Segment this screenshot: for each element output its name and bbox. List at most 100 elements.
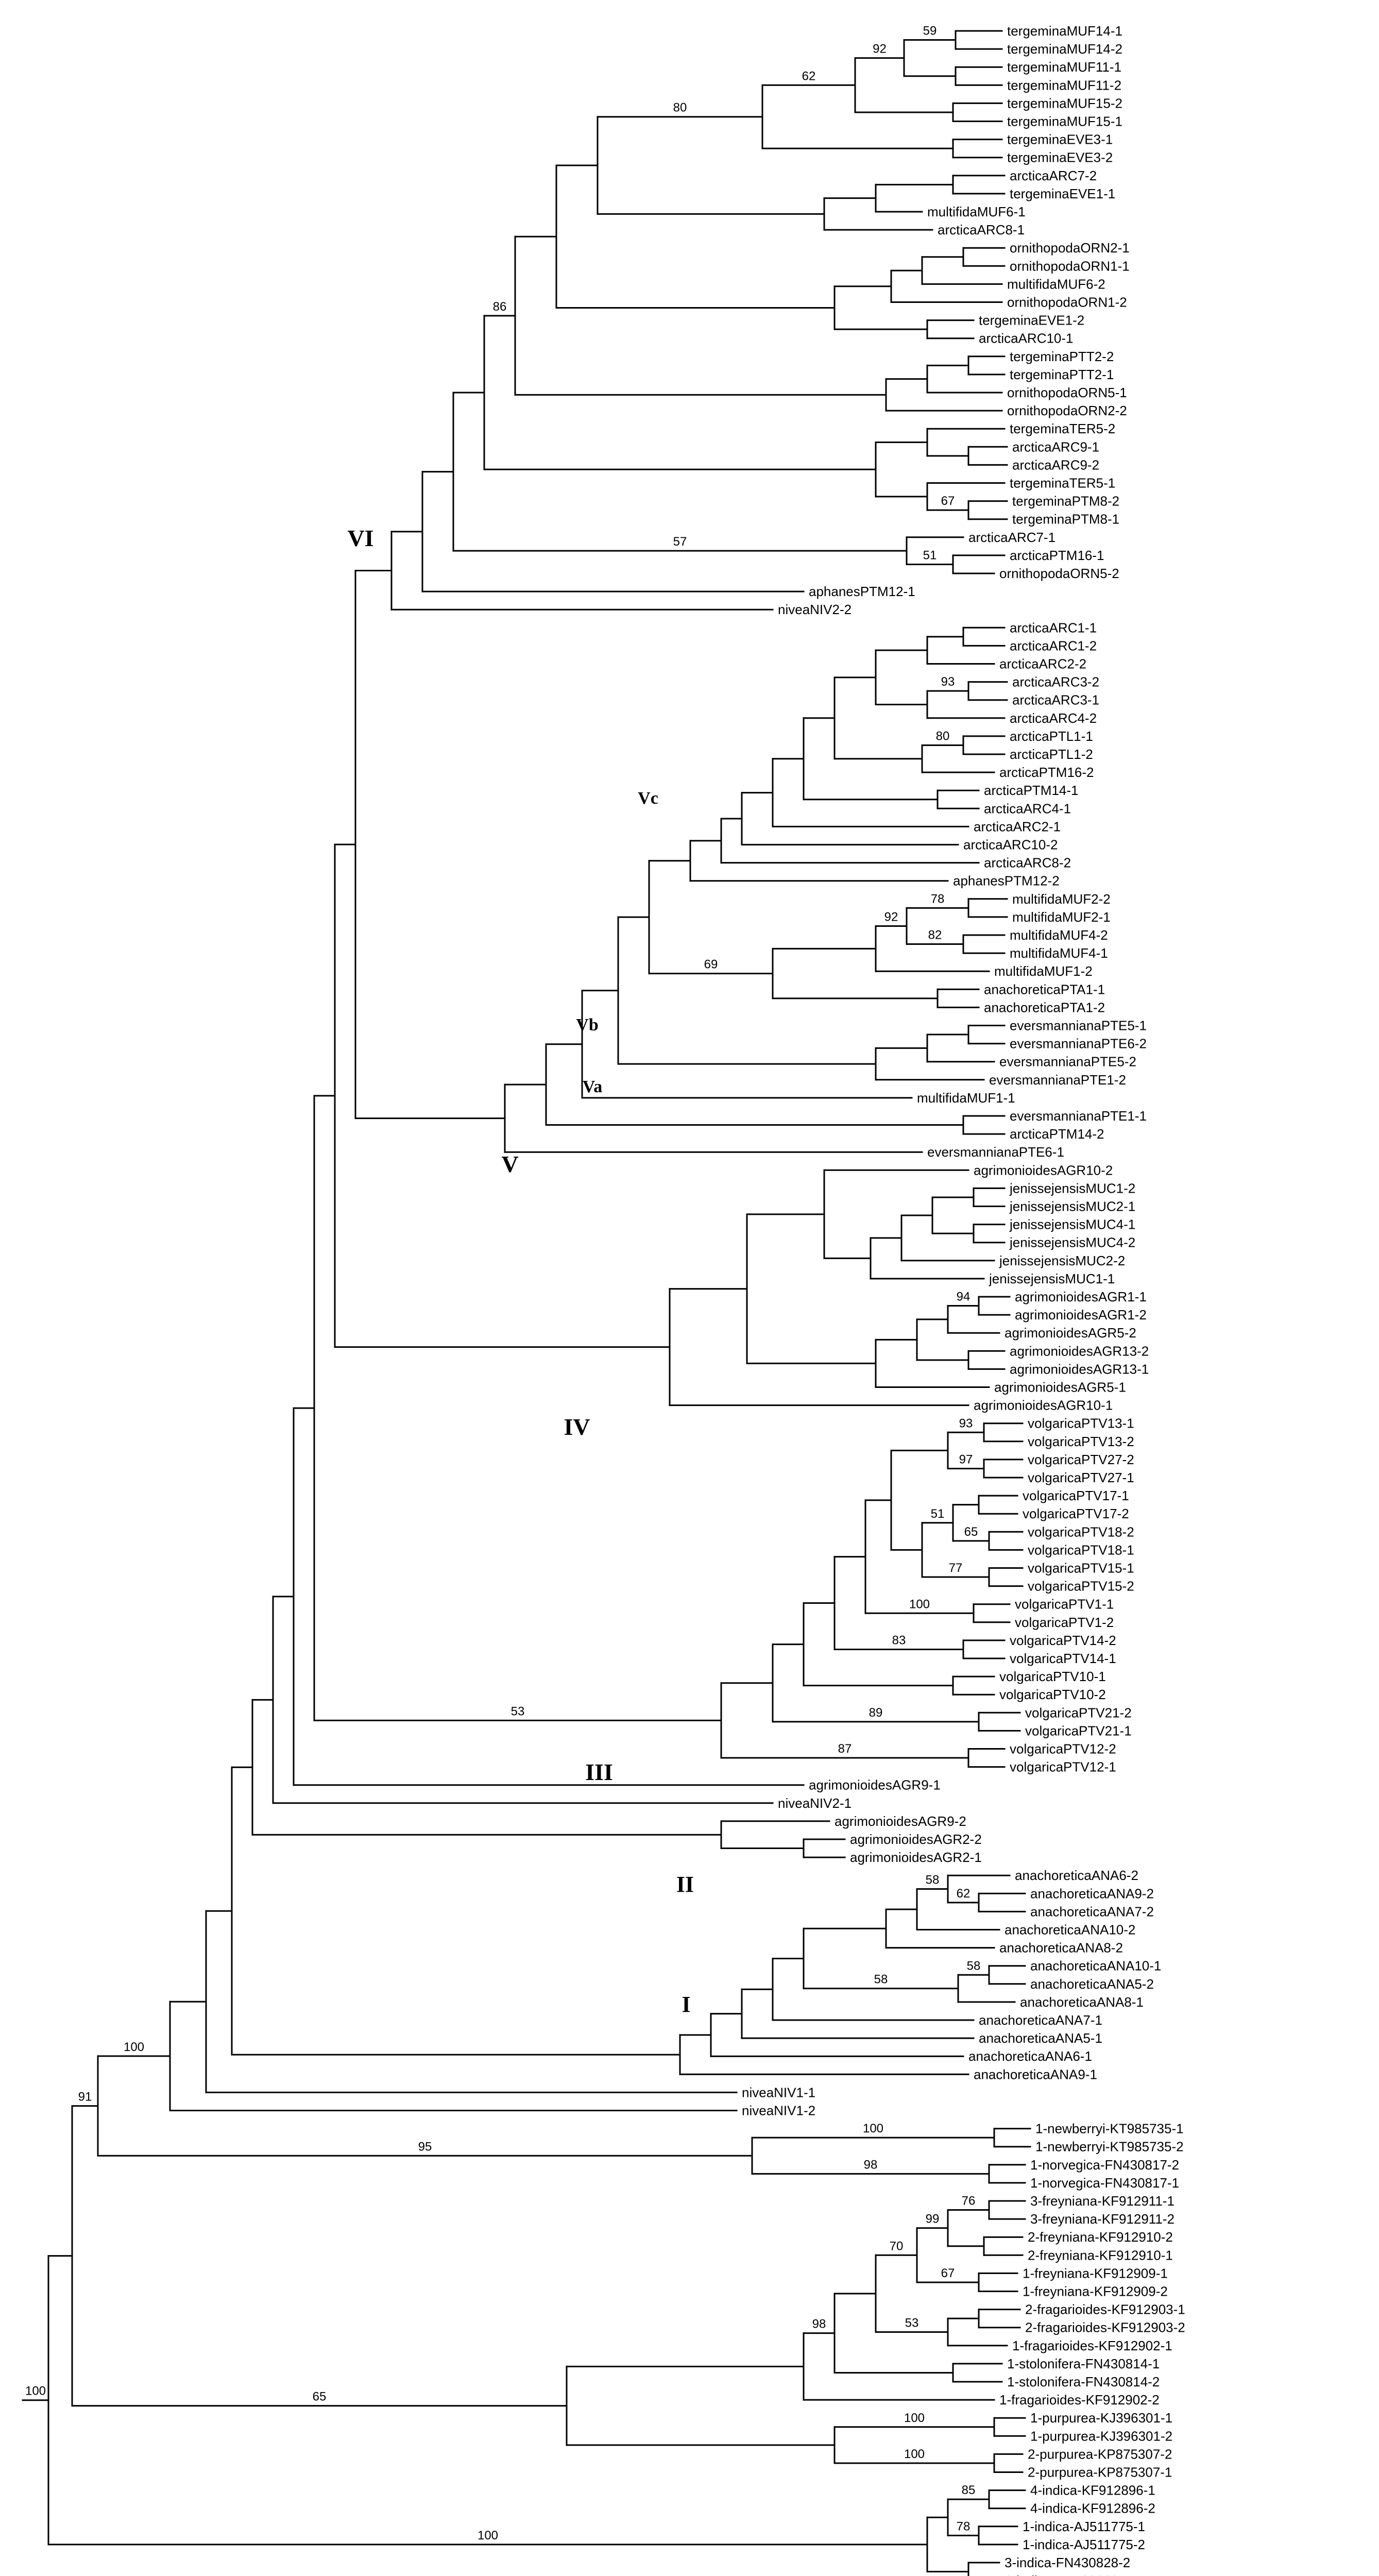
tip-label: volgaricaPTV27-2 [1028,1452,1134,1467]
tip-label: niveaNIV2-1 [778,1795,852,1811]
tip-label: volgaricaPTV1-1 [1015,1597,1114,1612]
tip-label: multifidaMUF1-2 [994,963,1093,979]
tip-label: tergeminaEVE3-2 [1007,150,1113,165]
support-value: 59 [923,24,937,38]
tip-label: volgaricaPTV13-2 [1028,1434,1134,1449]
tip-label: arcticaARC4-2 [1010,710,1097,726]
tip-label: arcticaARC1-2 [1010,638,1097,653]
tip-label: volgaricaPTV1-2 [1015,1615,1114,1630]
tip-label: aphanesPTM12-2 [953,873,1060,889]
support-value: 80 [936,729,950,743]
tip-label: ornithopodaORN5-2 [999,566,1119,581]
support-value: 95 [418,2140,432,2154]
tip-label: volgaricaPTV18-2 [1028,1524,1134,1539]
tip-label: multifidaMUF2-2 [1012,891,1111,907]
tip-label: 1-stolonifera-FN430814-2 [1007,2374,1160,2389]
tip-label: multifidaMUF6-2 [1007,276,1105,292]
support-value: 98 [812,2317,826,2331]
tip-label: arcticaARC4-1 [984,801,1071,816]
tip-label: tergeminaMUF15-1 [1007,114,1122,129]
tip-label: jenissejensisMUC1-1 [989,1271,1115,1286]
tip-label: arcticaPTM14-2 [1010,1126,1104,1142]
tip-label: 1-fragarioides-KF912902-1 [1012,2338,1172,2353]
tip-label: arcticaARC7-2 [1010,168,1097,183]
tip-label: 2-purpurea-KP875307-1 [1028,2465,1172,2480]
tip-label: agrimonioidesAGR1-1 [1015,1289,1147,1304]
tip-label: multifidaMUF4-1 [1010,945,1108,961]
tip-label: 2-freyniana-KF912910-1 [1028,2247,1173,2263]
support-value: 100 [124,2040,144,2054]
support-value: 93 [941,675,955,689]
tip-label: 4-indica-KF912896-2 [1030,2501,1155,2516]
tip-label: tergeminaMUF14-1 [1007,23,1122,39]
clade-label: Vb [576,1015,598,1035]
tip-label: arcticaPTM16-1 [1010,548,1104,563]
support-value: 51 [931,1507,945,1521]
support-value: 91 [78,2090,92,2104]
support-value: 100 [904,2447,925,2461]
tip-label: 2-fragarioides-KF912903-2 [1025,2320,1185,2335]
tip-label: multifidaMUF1-1 [917,1090,1015,1106]
tip-label: multifidaMUF4-2 [1010,927,1108,943]
tip-label: jenissejensisMUC4-2 [1009,1235,1135,1250]
tip-label: niveaNIV2-2 [778,602,852,617]
tip-label: 1-indica-AJ511775-1 [1023,2519,1145,2534]
support-value: 92 [884,910,898,924]
tip-label: 3-freyniana-KF912911-1 [1030,2193,1174,2209]
tip-label: tergeminaEVE3-1 [1007,132,1113,147]
tip-label: tergeminaMUF11-2 [1007,77,1121,93]
support-value: 76 [962,2194,976,2208]
support-value: 67 [941,2266,955,2280]
support-value: 94 [957,1290,971,1304]
tip-label: agrimonioidesAGR10-1 [974,1398,1113,1413]
tip-label: agrimonioidesAGR2-2 [850,1832,982,1847]
tip-label: anachoreticaANA8-1 [1020,1994,1144,2010]
support-value: 62 [802,69,816,83]
tip-label: anachoreticaANA6-1 [968,2048,1092,2064]
support-value: 67 [941,494,955,508]
tip-label: 3-indica-FN430828-1 [1005,2573,1130,2576]
tip-label: arcticaARC2-1 [974,819,1061,834]
tip-label: 3-indica-FN430828-2 [1005,2555,1130,2570]
tip-label: anachoreticaANA8-2 [999,1940,1123,1956]
tip-label: arcticaARC9-1 [1012,439,1099,454]
tip-label: agrimonioidesAGR1-2 [1015,1307,1147,1323]
support-value: 58 [926,1873,940,1887]
tip-label: 1-norvegica-FN430817-2 [1030,2157,1179,2173]
tip-label: 1-fragarioides-KF912902-2 [999,2392,1160,2408]
tip-label: tergeminaEVE1-2 [979,313,1084,328]
support-value: 92 [873,42,887,56]
tip-label: agrimonioidesAGR9-1 [809,1777,941,1793]
support-value: 100 [863,2122,883,2136]
support-value: 100 [909,1597,930,1611]
tip-label: 4-indica-KF912896-1 [1030,2483,1155,2498]
support-value: 57 [673,535,687,549]
support-value: 78 [931,892,945,906]
tip-label: volgaricaPTV15-1 [1028,1561,1134,1576]
tip-label: anachoreticaANA10-2 [1005,1922,1135,1938]
tip-label: eversmannianaPTE1-1 [1010,1108,1147,1124]
tip-label: volgaricaPTV13-1 [1028,1416,1134,1431]
support-value: 65 [313,2390,327,2404]
tip-label: anachoreticaANA6-2 [1015,1868,1138,1883]
tip-label: agrimonioidesAGR5-1 [994,1380,1126,1395]
support-value: 69 [704,958,718,972]
tip-label: tergeminaEVE1-1 [1010,186,1115,201]
clade-label: V [501,1151,518,1177]
tip-label: arcticaARC8-1 [938,222,1025,238]
support-value: 53 [511,1704,525,1718]
tip-label: jenissejensisMUC2-1 [1009,1199,1135,1214]
tip-label: tergeminaTER5-2 [1010,421,1115,436]
support-value: 99 [926,2212,940,2226]
tip-label: 1-freyniana-KF912909-2 [1023,2284,1168,2299]
tip-label: multifidaMUF2-1 [1012,909,1111,925]
tip-label: arcticaARC8-2 [984,855,1071,871]
tip-label: arcticaPTL1-1 [1010,728,1093,744]
tip-label: agrimonioidesAGR13-1 [1010,1361,1149,1377]
tip-label: agrimonioidesAGR2-1 [850,1850,982,1865]
tip-label: tergeminaMUF14-2 [1007,41,1122,57]
tip-label: eversmannianaPTE5-2 [999,1054,1136,1070]
tip-label: tergeminaPTM8-1 [1012,512,1119,527]
